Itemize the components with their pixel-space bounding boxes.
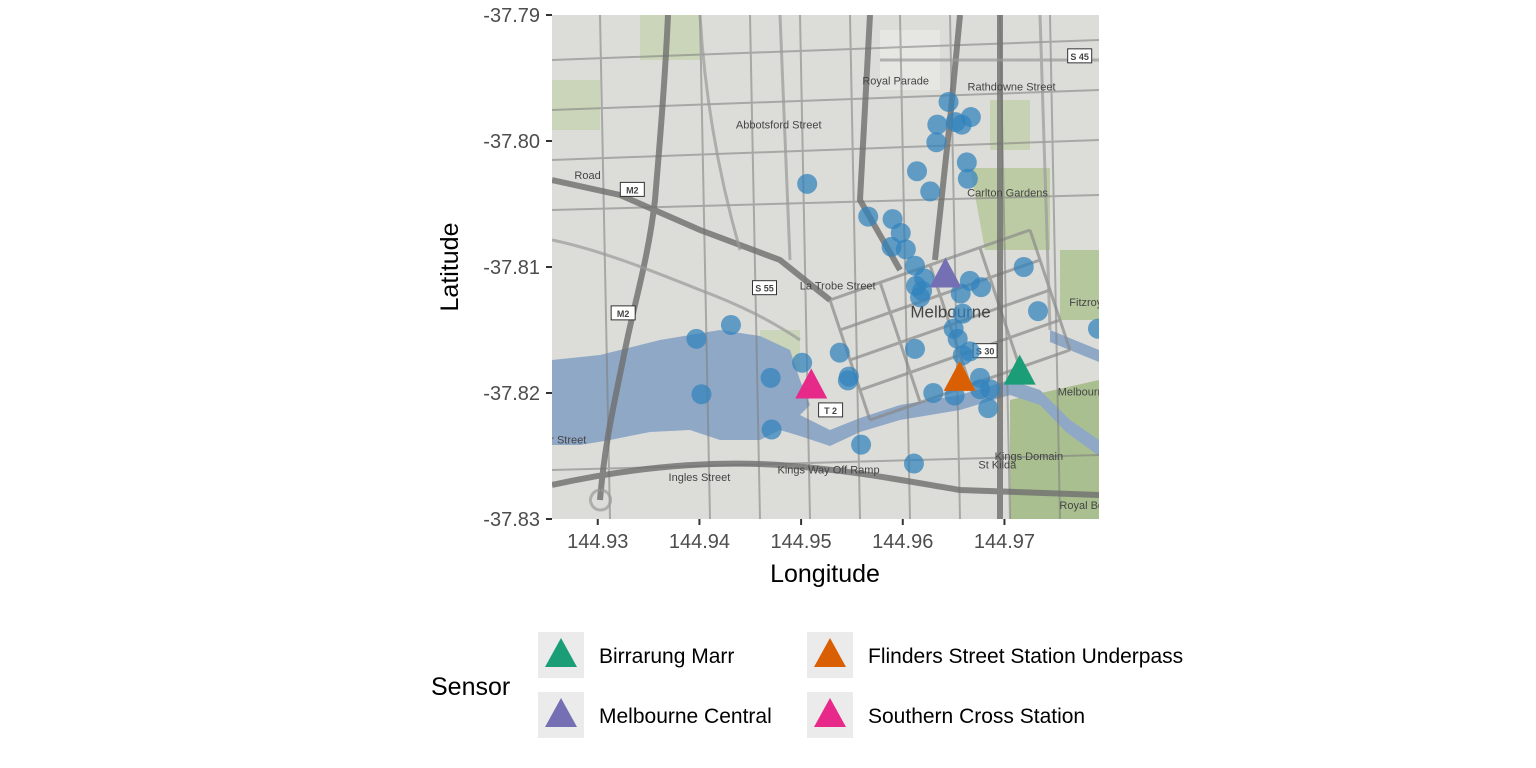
road-shield xyxy=(818,402,844,418)
sensor-point xyxy=(1087,318,1099,339)
map-place-label: er Street xyxy=(544,434,586,446)
y-tick-label: -37.82 xyxy=(483,383,540,405)
sensor-point xyxy=(952,345,973,366)
road-shield xyxy=(610,305,636,321)
map-place-label: Road xyxy=(574,170,600,182)
road-shield-label: M2 xyxy=(617,309,630,319)
sensor-point xyxy=(761,419,782,440)
x-axis: 144.93 144.94 144.95 144.96 144.97 xyxy=(567,519,1035,553)
sensor-marker-birrarung-marr xyxy=(1003,354,1036,385)
map-place-label: Royal Parade xyxy=(862,75,929,87)
sensor-point xyxy=(903,453,924,474)
sensor-point xyxy=(952,303,973,324)
road-shield-label: S 30 xyxy=(976,347,995,357)
map-place-label: Rathdowne Street xyxy=(968,82,1056,94)
y-tick-label: -37.81 xyxy=(483,257,540,279)
sensor-point xyxy=(960,107,981,128)
map-place-label: Royal Bo xyxy=(1059,500,1104,512)
sensor-point xyxy=(691,384,712,405)
legend-label: Birrarung Marr xyxy=(599,645,734,668)
sensor-point xyxy=(923,383,944,403)
sensor-location-points xyxy=(686,91,1099,474)
sensor-point xyxy=(881,236,902,257)
sensor-point xyxy=(792,352,813,373)
sensor-point xyxy=(947,328,968,349)
sensor-point xyxy=(926,132,947,153)
sensor-point xyxy=(957,168,978,189)
legend-triangle-icon xyxy=(814,698,846,727)
sensor-point xyxy=(956,152,977,173)
road-shield-label: M2 xyxy=(626,185,639,195)
road-shield xyxy=(619,181,645,197)
sensor-marker-melbourne-central xyxy=(929,257,962,288)
legend-triangle-icon xyxy=(545,638,577,667)
legend-triangle-icon xyxy=(814,638,846,667)
legend-label: Melbourne Central xyxy=(599,705,772,728)
x-tick-label: 144.96 xyxy=(872,531,933,553)
sensor-point xyxy=(720,314,741,335)
sensor-point xyxy=(686,328,707,349)
y-axis-title: Latitude xyxy=(436,223,464,312)
road-shield-label: T 2 xyxy=(824,406,837,416)
map-place-label: Carlton Gardens xyxy=(967,187,1048,199)
legend-label: Southern Cross Station xyxy=(868,705,1085,728)
x-tick-label: 144.93 xyxy=(567,531,628,553)
sensor-point xyxy=(907,161,928,182)
map-place-label: Kings Way Off Ramp xyxy=(778,465,880,477)
map-place-label: Melbourne xyxy=(1058,387,1110,399)
map-place-label: Kings Domain xyxy=(995,451,1063,463)
map-place-label: Ingles Street xyxy=(669,472,731,484)
sensor-marker-southern-cross-station xyxy=(795,368,828,399)
sensor-point xyxy=(971,277,992,298)
y-tick-label: -37.80 xyxy=(483,131,540,153)
x-tick-label: 144.94 xyxy=(669,531,730,553)
map-labels: Melbourne Carlton Gardens Kings Domain Fitz… xyxy=(544,48,1110,512)
sensor-point xyxy=(829,342,850,363)
sensor-point xyxy=(978,398,999,419)
sensor-point xyxy=(851,434,872,455)
sensor-point xyxy=(927,114,948,135)
named-sensor-markers xyxy=(795,257,1036,399)
map-place-label: Fitzroy xyxy=(1069,297,1103,309)
sensor-point xyxy=(970,379,991,400)
sensor-point xyxy=(1013,257,1034,277)
legend-label: Flinders Street Station Underpass xyxy=(868,645,1183,668)
road-shield xyxy=(1067,48,1093,64)
y-axis: -37.79 -37.80 -37.81 -37.82 -37.83 xyxy=(483,5,552,531)
y-tick-label: -37.79 xyxy=(483,5,540,27)
sensor-point xyxy=(904,338,925,359)
x-axis-title: Longitude xyxy=(770,560,880,588)
basemap xyxy=(552,15,1099,519)
sensor-point xyxy=(797,173,818,194)
road-shield-label: S 55 xyxy=(755,284,774,294)
y-tick-label: -37.83 xyxy=(483,509,540,531)
sensor-marker-flinders-street-station-underpass xyxy=(943,360,976,391)
sensor-point xyxy=(858,206,879,227)
x-tick-label: 144.97 xyxy=(974,531,1035,553)
sensor-point xyxy=(905,275,926,296)
sensor-point xyxy=(938,91,959,112)
sensor-point xyxy=(837,370,858,391)
legend-triangle-icon xyxy=(545,698,577,727)
road-shield xyxy=(751,280,777,296)
map-place-label: La Trobe Street xyxy=(800,281,876,293)
map-place-label: Abbotsford Street xyxy=(736,119,822,131)
legend-title: Sensor xyxy=(431,673,510,701)
map-place-label: St Kilda xyxy=(978,460,1017,472)
sensor-point xyxy=(920,181,941,202)
legend: Sensor Birrarung Marr Flinders Street Sta… xyxy=(431,632,1183,738)
sensor-point xyxy=(760,367,781,388)
x-tick-label: 144.95 xyxy=(771,531,832,553)
road-shield-label: S 45 xyxy=(1070,52,1089,62)
sensor-point xyxy=(1027,301,1048,322)
